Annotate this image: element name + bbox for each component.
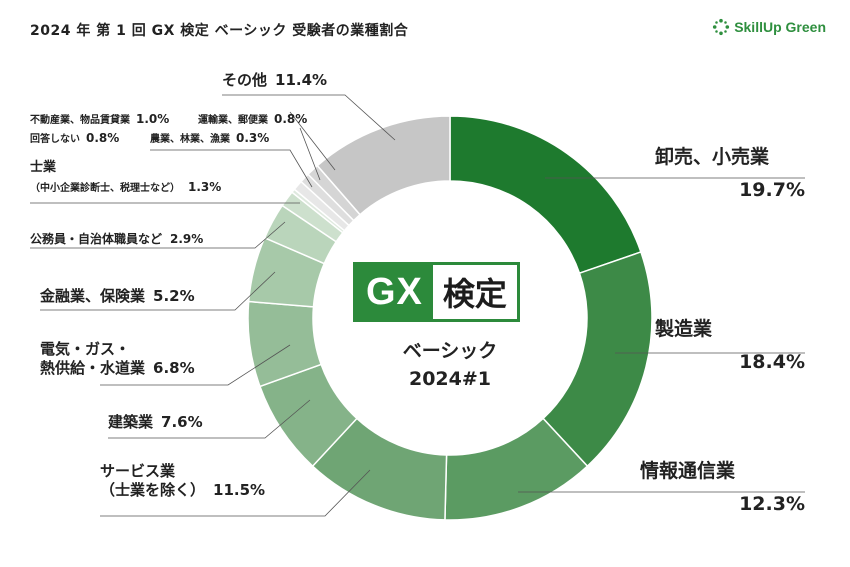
slice-percent: 0.8% <box>274 112 308 126</box>
chart-title: 2024 年 第 1 回 GX 検定 ベーシック 受験者の業種割合 <box>30 23 409 39</box>
slice-category: 不動産業、物品賃貸業 <box>30 115 130 126</box>
slice-sublabel: （士業を除く） <box>100 481 206 499</box>
slice-category: 建築業 <box>108 413 154 431</box>
donut-slice-13 <box>316 115 451 216</box>
center-line2: 2024#1 <box>408 367 492 390</box>
slice-label-3: サービス業 （士業を除く） 11.5% <box>100 462 265 499</box>
slice-category: 回答しない <box>30 134 80 145</box>
slice-label-0: 卸売、小売業 19.7% <box>655 146 805 202</box>
donut-slice-1 <box>542 251 653 468</box>
slice-percent: 0.3% <box>236 131 270 145</box>
leader-line-12 <box>289 111 336 171</box>
slice-label-13: その他 11.4% <box>222 70 327 89</box>
center-caption: ベーシック 2024#1 <box>350 338 550 393</box>
leader-line-7 <box>30 221 286 249</box>
slice-percent: 11.5% <box>213 481 266 499</box>
slice-percent: 19.7% <box>739 178 805 201</box>
slice-label-1: 製造業 18.4% <box>655 318 805 374</box>
slice-category: 卸売、小売業 <box>655 146 770 168</box>
slice-category: 電気・ガス・ <box>40 340 131 358</box>
slice-category: 運輸業、郵便業 <box>198 115 268 126</box>
leader-line-13 <box>222 94 396 141</box>
logo-kentei: 検定 <box>432 265 517 319</box>
slice-percent: 7.6% <box>161 413 203 431</box>
slice-percent: 12.3% <box>739 492 805 515</box>
slice-label-4: 建築業 7.6% <box>108 412 203 431</box>
gx-kentei-logo: GX 検定 <box>353 262 520 322</box>
slice-category: サービス業 <box>100 462 176 480</box>
center-line1: ベーシック <box>402 340 498 362</box>
slice-category: 製造業 <box>655 318 713 340</box>
logo-gx: GX <box>356 265 433 319</box>
slice-label-9: 農業、林業、漁業 0.3% <box>150 127 269 146</box>
slice-label-8: 士業 （中小企業診断士、税理士など） 1.3% <box>30 160 221 195</box>
slice-percent: 2.9% <box>170 232 204 246</box>
slice-label-2: 情報通信業 12.3% <box>640 460 805 516</box>
donut-slice-0 <box>449 115 642 275</box>
leader-line-11 <box>299 127 321 181</box>
slice-category: 公務員・自治体職員など <box>30 232 163 246</box>
slice-label-7: 公務員・自治体職員など 2.9% <box>30 228 203 247</box>
slice-percent: 1.3% <box>188 179 222 194</box>
slice-percent: 1.0% <box>136 112 170 126</box>
brand-name: SkillUp Green <box>734 19 826 35</box>
slice-sublabel: （中小企業診断士、税理士など） <box>30 182 180 194</box>
slice-percent: 11.4% <box>275 71 328 89</box>
slice-category: その他 <box>222 71 268 89</box>
leader-line-4 <box>108 399 311 439</box>
slice-category: 金融業、保険業 <box>40 287 146 305</box>
slice-category: 情報通信業 <box>640 460 736 482</box>
slice-percent: 0.8% <box>86 131 120 145</box>
slice-percent: 18.4% <box>739 350 805 373</box>
brand-logo: SkillUp Green <box>712 18 826 36</box>
slice-category: 農業、林業、漁業 <box>150 134 230 145</box>
slice-label-12: 不動産業、物品賃貸業 1.0% <box>30 108 169 127</box>
leader-line-3 <box>100 469 371 517</box>
leader-line-9 <box>150 149 313 188</box>
slice-percent: 5.2% <box>153 287 195 305</box>
slice-label-10: 回答しない 0.8% <box>30 127 119 146</box>
slice-sublabel: 熱供給・水道業 <box>40 359 146 377</box>
leader-line-6 <box>40 271 276 311</box>
slice-category: 士業 <box>30 160 57 175</box>
slice-label-6: 金融業、保険業 5.2% <box>40 286 195 305</box>
leader-line-5 <box>100 344 291 386</box>
slice-percent: 6.8% <box>153 359 195 377</box>
slice-label-5: 電気・ガス・ 熱供給・水道業 6.8% <box>40 340 195 377</box>
slice-label-11: 運輸業、郵便業 0.8% <box>198 108 307 127</box>
sparkle-icon <box>713 18 730 36</box>
